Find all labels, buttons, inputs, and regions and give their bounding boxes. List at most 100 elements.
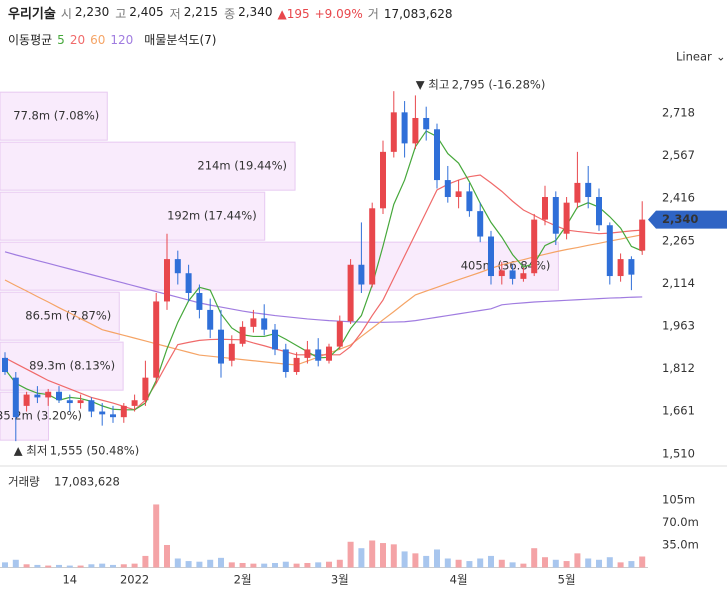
candle-body — [412, 117, 419, 144]
volume-bar — [250, 563, 257, 568]
change: ▲195 — [277, 7, 310, 21]
x-tick-label: 4월 — [450, 573, 468, 587]
candle-body — [347, 264, 354, 322]
volume-bar — [326, 561, 332, 568]
profile-title: 매물분석도(7) — [144, 33, 217, 47]
candle-body — [434, 129, 440, 181]
volume-bar — [412, 553, 419, 568]
volume-bar — [520, 563, 527, 568]
candle-body — [45, 391, 52, 398]
candle-body — [380, 151, 386, 209]
last-price-tag — [648, 210, 727, 229]
profile-bar — [0, 341, 124, 391]
candle-body — [304, 349, 311, 358]
volume-bar — [66, 565, 73, 568]
y-tick-label: 70.0m — [662, 515, 699, 529]
scale-arrow: ⌄ — [716, 50, 726, 64]
candle-body — [120, 405, 127, 418]
candle-body — [315, 349, 322, 361]
candle-body — [272, 329, 278, 350]
candle-body — [423, 117, 430, 130]
volume-bar — [444, 558, 451, 568]
candle-body — [174, 259, 181, 274]
volume-bar — [207, 559, 214, 568]
candle-body — [164, 259, 170, 302]
volume-bar — [261, 563, 268, 568]
field-value: 2,230 — [74, 5, 110, 19]
candle-body — [520, 273, 527, 279]
profile-label: 77.8m (7.08%) — [13, 109, 99, 123]
candle-body — [639, 219, 646, 251]
candle-body — [34, 394, 41, 398]
volume-bar — [196, 561, 203, 568]
candle-body — [142, 377, 149, 401]
volume-bar — [477, 558, 484, 568]
volume-bar — [23, 564, 30, 568]
profile-bar — [0, 191, 266, 241]
quote-fields: 시 2,230 고 2,405 저 2,215 종 2,340 — [61, 5, 273, 22]
volume-bar — [509, 562, 516, 568]
volume-bar — [315, 562, 322, 568]
candle-body — [369, 208, 376, 285]
candle-body — [131, 400, 138, 406]
volume-bar — [380, 543, 386, 568]
volume-bar — [239, 562, 246, 568]
volume: 17,083,628 — [383, 7, 453, 21]
volume-bar — [563, 561, 570, 568]
volume-bar — [628, 561, 635, 568]
y-tick-label: 1,661 — [662, 404, 695, 418]
candle-body — [542, 197, 548, 220]
legend-entry: 5 — [57, 33, 65, 47]
volume-bar — [488, 555, 494, 568]
candle-body — [455, 191, 462, 198]
candle-body — [574, 182, 581, 203]
volume-bar — [531, 548, 538, 568]
ma-line — [4, 251, 643, 323]
profile-bar — [0, 291, 120, 341]
candle-body — [110, 414, 116, 418]
volume-bar — [585, 558, 592, 568]
volume-bar — [131, 563, 138, 568]
legend-entry: 60 — [90, 33, 106, 47]
candle-body — [282, 349, 289, 373]
volume-bar — [185, 561, 192, 568]
volume-bar — [390, 544, 397, 568]
profile-label: 214m (19.44%) — [197, 159, 287, 173]
x-tick-label: 14 — [62, 573, 77, 587]
candle-body — [88, 400, 95, 412]
volume-bar — [336, 559, 343, 568]
y-tick-label: 1,963 — [662, 319, 695, 333]
y-tick-label: 105m — [662, 492, 695, 506]
volume-bar — [423, 555, 430, 568]
candle-body — [477, 211, 484, 237]
candle-body — [228, 343, 235, 361]
volume-bar — [12, 559, 19, 568]
volume-bar — [56, 564, 62, 568]
y-tick-label: 2,265 — [662, 233, 695, 247]
candle-body — [585, 182, 592, 198]
volume-bar — [164, 544, 170, 568]
field-label: 시 — [60, 7, 72, 21]
candle-body — [56, 391, 62, 401]
candle-body — [218, 329, 224, 364]
candle-body — [185, 273, 192, 293]
volume-title: 거래량 — [8, 475, 40, 489]
volume-bar — [272, 562, 278, 568]
candle-body — [250, 318, 257, 327]
volume-bar — [174, 558, 181, 568]
profile-label: 35.2m (3.20%) — [0, 409, 82, 423]
candle-body — [66, 400, 73, 404]
legend-title: 이동평균 — [8, 33, 53, 47]
low-marker-label: ▲ 최저 — [14, 444, 48, 458]
volume-bar — [552, 559, 559, 568]
volume-bar — [34, 564, 41, 568]
candle-body — [261, 318, 268, 330]
profile-label: 192m (17.44%) — [167, 209, 257, 223]
candle-body — [552, 197, 559, 234]
candle-body — [401, 112, 408, 144]
candle-body — [153, 301, 160, 378]
y-tick-label: 2,416 — [662, 191, 695, 205]
volume-bar — [434, 549, 440, 568]
candle-body — [488, 236, 494, 277]
